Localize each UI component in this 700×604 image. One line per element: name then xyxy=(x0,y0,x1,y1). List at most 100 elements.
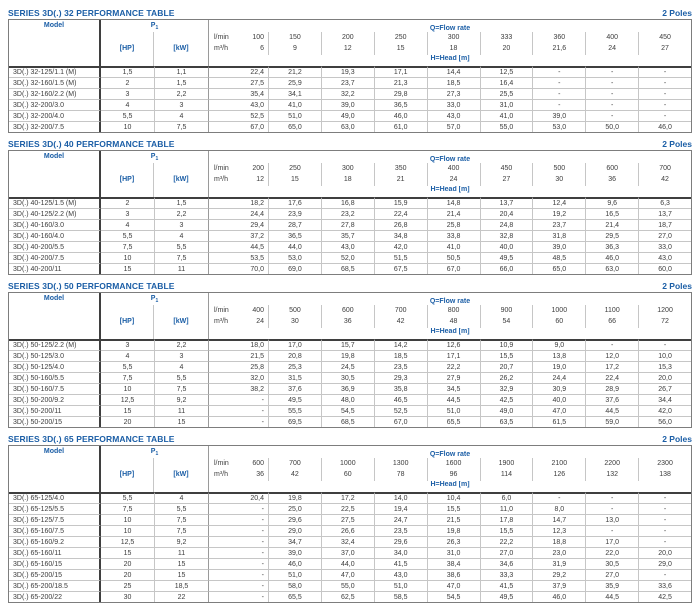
head-value-cell: 46,0 xyxy=(532,591,586,602)
head-value-cell: 52,5 xyxy=(208,110,268,121)
head-value-cell: 24,7 xyxy=(373,514,427,525)
hp-cell: 15 xyxy=(101,263,154,274)
head-value-cell: - xyxy=(208,514,268,525)
head-value-cell: 17,2 xyxy=(320,492,374,503)
lmin-label: l/min xyxy=(214,459,229,467)
head-value-cell: 51,0 xyxy=(268,569,321,580)
m3h-row-header: m³/h 12 xyxy=(208,174,268,186)
lmin-value: 1900 xyxy=(479,457,533,469)
head-value-cell: 26,7 xyxy=(638,383,691,394)
poles-label: 2 Poles xyxy=(662,8,692,18)
m3h-label: m³/h xyxy=(214,318,228,326)
head-value-cell: 22,0 xyxy=(585,547,639,558)
hp-cell: 4 xyxy=(101,350,154,361)
m3h-value: 6 xyxy=(260,45,264,53)
model-cell: 3D(.) 65-160/9.2 xyxy=(9,536,101,547)
kw-cell: 11 xyxy=(154,263,208,274)
flow-rate-header: Q=Flow rate xyxy=(208,20,691,32)
head-value-cell: 34,1 xyxy=(268,88,321,99)
head-value-cell: 52,5 xyxy=(373,405,427,416)
head-value-cell: 35,4 xyxy=(208,88,268,99)
kw-cell: 7,5 xyxy=(154,383,208,394)
head-value-cell: 13,7 xyxy=(638,208,691,219)
hp-header: [HP] xyxy=(101,162,154,197)
head-value-cell: 24,4 xyxy=(208,208,268,219)
lmin-row-header: l/min 600 xyxy=(208,457,268,469)
power-subscript: 1 xyxy=(155,451,159,457)
poles-label: 2 Poles xyxy=(662,434,692,444)
kw-header: [kW] xyxy=(173,45,189,53)
head-value-cell: 44,5 xyxy=(426,394,480,405)
table-title: SERIES 3D(.) 50 PERFORMANCE TABLE xyxy=(8,281,175,291)
head-value-cell: 17,1 xyxy=(373,66,427,77)
head-value-cell: 67,0 xyxy=(426,263,480,274)
poles-label: 2 Poles xyxy=(662,281,692,291)
head-value-cell: 14,8 xyxy=(426,197,480,208)
kw-cell: 11 xyxy=(154,547,208,558)
m3h-value: 15 xyxy=(268,174,321,186)
power-label: P xyxy=(150,295,156,302)
kw-cell: 1,1 xyxy=(154,66,208,77)
m3h-value: 18 xyxy=(320,174,374,186)
head-value-cell: 21,4 xyxy=(426,208,480,219)
lmin-value: 700 xyxy=(638,162,691,174)
model-cell: 3D(.) 50-125/2.2 (M) xyxy=(9,339,101,350)
head-value-cell: 18,8 xyxy=(532,536,586,547)
head-value-cell: 20,8 xyxy=(268,350,321,361)
head-value-cell: 22,5 xyxy=(320,503,374,514)
m3h-row-header: m³/h 36 xyxy=(208,469,268,481)
kw-cell: 7,5 xyxy=(154,525,208,536)
head-value-cell: - xyxy=(208,591,268,602)
kw-cell: 15 xyxy=(154,416,208,427)
head-value-cell: - xyxy=(638,88,691,99)
head-value-cell: 16,4 xyxy=(479,77,533,88)
head-value-cell: - xyxy=(208,394,268,405)
model-cell: 3D(.) 50-160/5.5 xyxy=(9,372,101,383)
m3h-value: 12 xyxy=(320,43,374,55)
head-value-cell: 37,0 xyxy=(320,547,374,558)
head-value-cell: 15,5 xyxy=(426,503,480,514)
head-value-cell: 22,2 xyxy=(479,536,533,547)
head-value-cell: 15,3 xyxy=(638,361,691,372)
head-value-cell: 10,4 xyxy=(426,492,480,503)
head-value-cell: 67,0 xyxy=(208,121,268,132)
power-subscript: 1 xyxy=(155,25,159,31)
head-value-cell: 54,5 xyxy=(426,591,480,602)
head-value-cell: - xyxy=(532,66,586,77)
head-value-cell: 67,0 xyxy=(373,416,427,427)
head-value-cell: 13,8 xyxy=(532,350,586,361)
performance-table: Model P 1 [HP] [kW] Q=Flow rate l/min 200 250 300… xyxy=(8,150,692,275)
head-value-cell: 34,5 xyxy=(426,383,480,394)
head-value-cell: 49,0 xyxy=(479,405,533,416)
head-value-cell: 44,5 xyxy=(585,405,639,416)
head-value-cell: 36,5 xyxy=(268,230,321,241)
head-value-cell: 20,7 xyxy=(479,361,533,372)
lmin-label: l/min xyxy=(214,33,229,41)
head-value-cell: 29,5 xyxy=(585,230,639,241)
head-value-cell: 31,5 xyxy=(268,372,321,383)
kw-cell: 1,5 xyxy=(154,197,208,208)
head-value-cell: 14,2 xyxy=(373,339,427,350)
m3h-value: 42 xyxy=(638,174,691,186)
hp-cell: 20 xyxy=(101,416,154,427)
head-value-cell: 27,3 xyxy=(426,88,480,99)
head-value-cell: 65,0 xyxy=(532,263,586,274)
lmin-value: 200 xyxy=(252,164,264,172)
head-value-cell: 46,5 xyxy=(373,394,427,405)
m3h-value: 27 xyxy=(638,43,691,55)
hp-cell: 10 xyxy=(101,514,154,525)
hp-cell: 10 xyxy=(101,252,154,263)
head-value-cell: 9,6 xyxy=(585,197,639,208)
head-value-cell: 65,5 xyxy=(268,591,321,602)
model-cell: 3D(.) 65-160/7.5 xyxy=(9,525,101,536)
model-cell: 3D(.) 65-125/4.0 xyxy=(9,492,101,503)
head-value-cell: 26,6 xyxy=(320,525,374,536)
head-value-cell: 19,0 xyxy=(532,361,586,372)
head-value-cell: 6,3 xyxy=(638,197,691,208)
head-value-cell: 22,4 xyxy=(373,208,427,219)
head-value-cell: 53,5 xyxy=(208,252,268,263)
head-value-cell: 38,6 xyxy=(426,569,480,580)
head-value-cell: - xyxy=(208,547,268,558)
head-value-cell: - xyxy=(638,569,691,580)
